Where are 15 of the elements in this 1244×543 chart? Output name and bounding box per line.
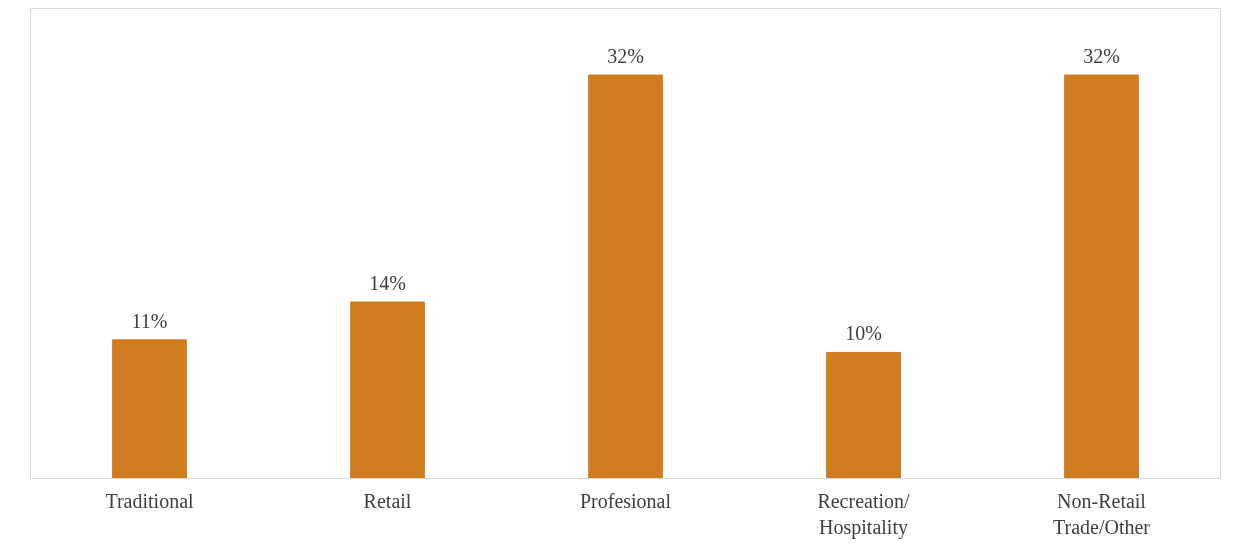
x-tick-label: Recreation/ Hospitality: [817, 489, 911, 539]
bar: [350, 301, 425, 479]
bar: [1064, 74, 1139, 479]
x-tick-label: Traditional: [105, 489, 195, 512]
x-tick-label: Non-Retail Trade/Other: [1052, 489, 1151, 538]
bar: [588, 74, 663, 479]
bar: [826, 351, 901, 479]
bar: [112, 339, 187, 479]
data-label: 10%: [845, 322, 882, 345]
data-label: 32%: [1083, 45, 1120, 68]
data-label: 14%: [369, 272, 406, 294]
data-label: 11%: [131, 309, 168, 332]
x-tick-label: Retail: [363, 489, 412, 512]
data-label: 32%: [607, 45, 644, 68]
x-tick-label: Profesional: [579, 489, 672, 512]
